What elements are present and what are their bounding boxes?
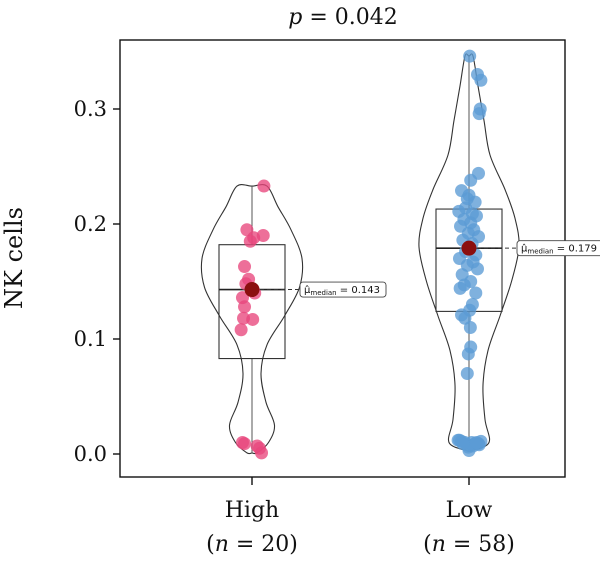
jitter-points (234, 49, 488, 460)
data-point-low (453, 281, 467, 295)
n-label-open: ( (206, 532, 215, 557)
x-axis: High(n = 20)Low(n = 58) (206, 477, 515, 557)
data-point-low (460, 367, 474, 380)
data-point-high (234, 323, 248, 337)
data-point-low (456, 437, 470, 451)
x-tick-label-low: Low (446, 498, 493, 523)
chart-title-p-value: = 0.042 (302, 5, 397, 30)
median-annotation-low: μ̂median = 0.179 (521, 243, 597, 256)
n-label-value: = 58) (446, 532, 515, 557)
data-point-high (243, 234, 257, 248)
x-tick-label-high: High (225, 498, 279, 523)
y-tick-label: 0.2 (74, 212, 107, 236)
median-annotation-box-high (299, 281, 387, 298)
n-label-symbol: n (432, 532, 446, 557)
median-annotation-box-low (516, 240, 600, 257)
data-point-high (255, 446, 269, 460)
data-point-high (238, 437, 252, 451)
chart-title-p-symbol: p (288, 5, 302, 30)
y-tick-label: 0.1 (74, 327, 107, 351)
data-point-low (472, 107, 486, 121)
data-point-high (238, 260, 252, 274)
median-annotation-value: = 0.179 (554, 244, 597, 255)
y-axis-label: NK cells (0, 207, 28, 309)
median-marker-low (461, 240, 477, 256)
n-label-open: ( (423, 532, 432, 557)
data-point-low (469, 436, 483, 449)
chart-title: p = 0.042 (288, 5, 398, 30)
data-point-low (463, 49, 477, 63)
median-annotation-symbol: μ̂ (304, 284, 311, 296)
n-label-symbol: n (215, 532, 229, 557)
x-n-label-high: (n = 20) (206, 532, 298, 557)
data-point-low (463, 321, 477, 334)
data-point-low (471, 262, 484, 276)
data-point-low (468, 195, 482, 209)
y-tick-label: 0.0 (74, 442, 107, 466)
y-tick-label: 0.3 (74, 97, 107, 121)
x-n-label-low: (n = 58) (423, 532, 515, 557)
box-high (218, 244, 286, 360)
y-axis: 0.0 0.1 0.2 0.3 (74, 97, 120, 466)
data-point-low (474, 73, 488, 87)
median-annotation-symbol: μ̂ (521, 243, 528, 255)
data-point-low (464, 173, 478, 187)
data-point-low (469, 286, 483, 300)
data-point-high (238, 300, 252, 314)
n-label-value: = 20) (229, 532, 298, 557)
data-point-high (246, 312, 260, 326)
median-annotation-subscript: median (527, 248, 553, 256)
median-annotation-high: μ̂median = 0.143 (304, 284, 380, 297)
plot-frame (119, 39, 566, 478)
data-point-low (461, 347, 475, 361)
data-point-high (257, 179, 271, 193)
median-marker-high (244, 282, 260, 298)
median-annotation-subscript: median (310, 289, 336, 297)
median-annotation-value: = 0.143 (337, 285, 380, 296)
